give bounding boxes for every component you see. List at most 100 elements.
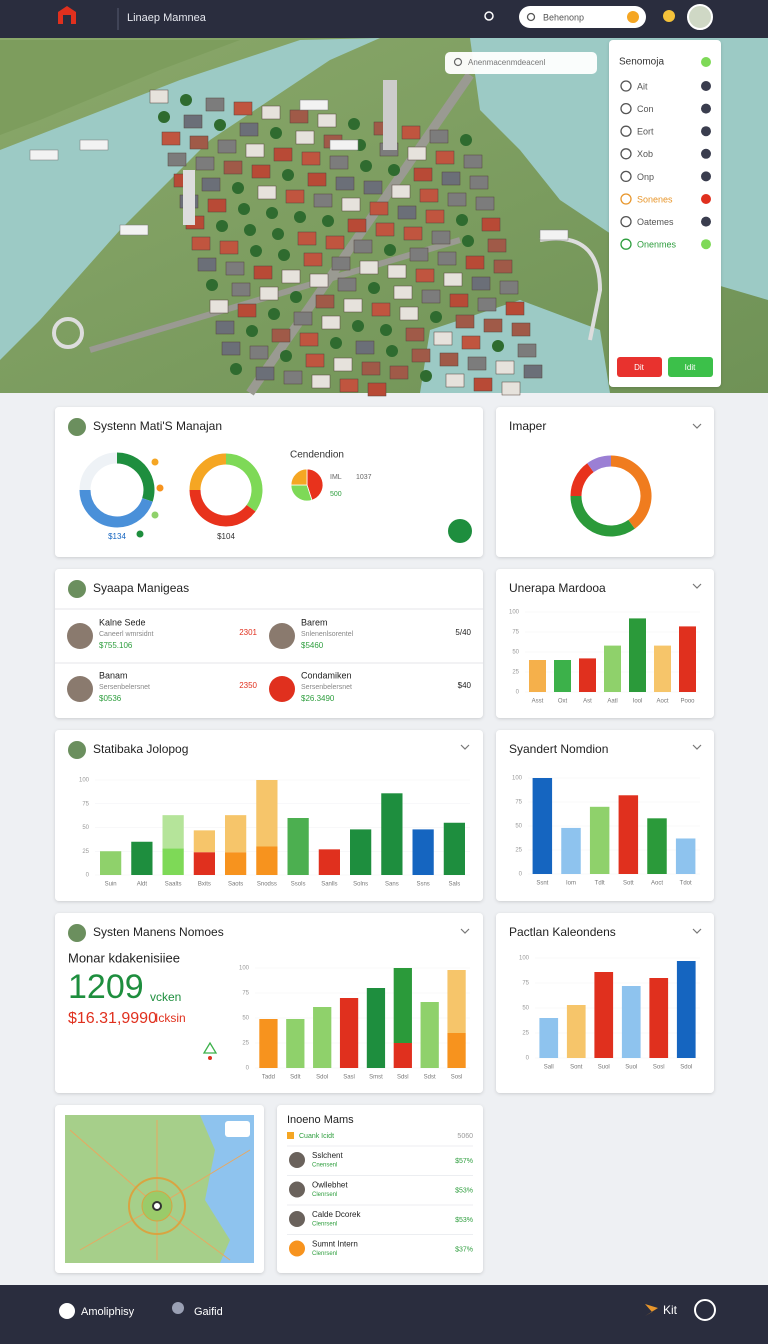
house: [295, 130, 315, 145]
bar: [366, 988, 386, 1068]
tower: [183, 170, 195, 225]
tree: [270, 127, 282, 139]
chevron[interactable]: [692, 423, 702, 429]
x-tick-label: Suin: [105, 882, 117, 888]
chevron[interactable]: [692, 928, 702, 934]
person-role: Sersenbelersnet: [301, 684, 352, 691]
chevron[interactable]: [692, 583, 702, 589]
y-tick-label: 50: [82, 825, 89, 831]
tree: [282, 169, 294, 181]
header-bar: [0, 0, 768, 38]
bar: [162, 815, 184, 849]
dropdown-item[interactable]: Eort: [637, 127, 654, 137]
button-ok[interactable]: [668, 357, 713, 377]
map-pin[interactable]: [152, 1201, 162, 1211]
item-action[interactable]: [701, 216, 711, 227]
house: [313, 193, 333, 208]
item-action[interactable]: [701, 148, 711, 159]
house: [331, 256, 351, 271]
y-tick-label: 0: [526, 1056, 530, 1062]
house: [239, 122, 259, 137]
card-title: Statibaka Jolopog: [93, 742, 188, 756]
item-action[interactable]: [701, 239, 711, 250]
chevron[interactable]: [692, 744, 702, 750]
footer-button[interactable]: [694, 1299, 716, 1321]
house: [317, 113, 337, 128]
tree: [272, 228, 284, 240]
tree: [460, 134, 472, 146]
card: [277, 1105, 483, 1273]
y-tick-label: 0: [86, 873, 90, 879]
card-icon: [68, 580, 86, 598]
boat: [29, 149, 59, 161]
tree: [388, 164, 400, 176]
boat: [539, 229, 569, 241]
dropdown-item[interactable]: Xob: [637, 149, 653, 159]
dropdown-item[interactable]: Onp: [637, 172, 654, 182]
chevron[interactable]: [460, 744, 470, 750]
notification-icon[interactable]: [663, 10, 675, 22]
footer-link[interactable]: Gaifid: [194, 1306, 223, 1318]
card: [55, 407, 483, 557]
hero-search-glyph: [453, 57, 463, 67]
house: [225, 261, 245, 276]
bar: [447, 970, 466, 1033]
bar: [256, 780, 278, 847]
house: [399, 306, 419, 321]
x-tick-label: Oxt: [558, 699, 568, 705]
house: [391, 184, 411, 199]
y-tick-label: 100: [519, 956, 530, 962]
bar: [554, 660, 571, 692]
x-tick-label: Tdlt: [595, 881, 605, 887]
dropdown-item[interactable]: Onenmes: [637, 240, 677, 250]
item-action[interactable]: [701, 126, 711, 137]
button-cancel[interactable]: [617, 357, 662, 377]
bar: [193, 852, 215, 875]
search-icon[interactable]: [484, 11, 494, 21]
tower: [383, 80, 397, 150]
list-header: Cuank Icidt: [299, 1133, 334, 1140]
bar: [679, 626, 696, 692]
tree: [294, 211, 306, 223]
water: [0, 38, 380, 360]
dropdown-item[interactable]: Ait: [637, 81, 648, 91]
hero-search-placeholder: Anenmacenmdeacenl: [468, 58, 546, 67]
boat: [119, 224, 149, 236]
row-sub: Clenrsenl: [312, 1222, 337, 1228]
button-label: Idit: [685, 363, 696, 372]
dropdown-item[interactable]: Con: [637, 104, 654, 114]
dropdown-item[interactable]: Oatemes: [637, 217, 674, 227]
hero-search[interactable]: [445, 52, 597, 74]
chevron[interactable]: [460, 928, 470, 934]
avatar[interactable]: [687, 4, 713, 30]
bar: [647, 818, 667, 874]
bar: [676, 961, 696, 1058]
card-icon: [68, 924, 86, 942]
land: [0, 40, 240, 135]
house: [403, 226, 423, 241]
tree: [158, 111, 170, 123]
dropdown-item[interactable]: Sonenes: [637, 194, 673, 204]
house: [371, 302, 391, 317]
search-box[interactable]: [519, 6, 646, 28]
person-amount: $755.106: [99, 641, 133, 650]
item-action[interactable]: [701, 194, 711, 204]
person-name: Condamiken: [301, 670, 352, 680]
donut-segment: [225, 453, 263, 512]
header-icon: [287, 1132, 294, 1139]
avatar: [289, 1240, 305, 1257]
house: [407, 146, 427, 161]
footer-link[interactable]: Amoliphisy: [81, 1306, 135, 1318]
house: [435, 150, 455, 165]
item-action[interactable]: [701, 103, 711, 114]
action-button[interactable]: [448, 519, 472, 543]
pie-slice: [290, 468, 308, 486]
row-name: Calde Dcorek: [312, 1210, 361, 1219]
button-label: Dit: [634, 363, 645, 372]
map-control[interactable]: [225, 1121, 250, 1137]
y-tick-label: 25: [82, 849, 89, 855]
x-tick-label: Iom: [566, 881, 576, 887]
item-action[interactable]: [701, 81, 711, 91]
house: [429, 129, 449, 144]
item-action[interactable]: [701, 171, 711, 182]
